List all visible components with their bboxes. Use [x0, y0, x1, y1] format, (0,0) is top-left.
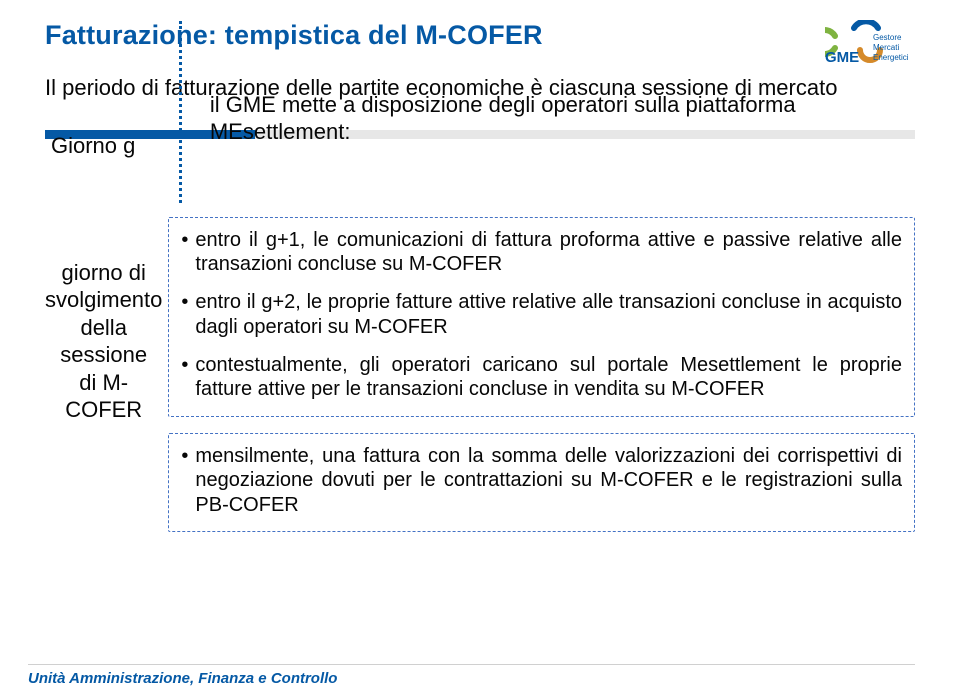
boxes-column: entro il g+1, le comunicazioni di fattur… [168, 217, 915, 549]
label-svolgimento-l4: di M-COFER [65, 370, 142, 423]
footer-text: Unità Amministrazione, Finanza e Control… [28, 670, 337, 687]
list-item: contestualmente, gli operatori caricano … [181, 353, 902, 402]
footer-divider [28, 664, 915, 665]
box-mensilmente-list: mensilmente, una fattura con la somma de… [181, 444, 902, 517]
vertical-dotted-divider [179, 21, 182, 203]
box-comunicazioni: entro il g+1, le comunicazioni di fattur… [168, 217, 915, 417]
row-svolgimento: giorno di svolgimento della sessione di … [45, 217, 915, 549]
box-mensilmente: mensilmente, una fattura con la somma de… [168, 433, 915, 532]
box-comunicazioni-list: entro il g+1, le comunicazioni di fattur… [181, 228, 902, 402]
text-gme-disposizione: il GME mette a disposizione degli operat… [210, 21, 915, 146]
label-svolgimento-l1: giorno di [62, 260, 146, 285]
list-item: entro il g+1, le comunicazioni di fattur… [181, 228, 902, 277]
slide: Fatturazione: tempistica del M-COFER GME… [0, 0, 960, 695]
list-item: mensilmente, una fattura con la somma de… [181, 444, 902, 517]
label-giorno-g: Giorno g [51, 21, 159, 159]
label-svolgimento: giorno di svolgimento della sessione di … [45, 217, 168, 424]
list-item: entro il g+2, le proprie fatture attive … [181, 290, 902, 339]
label-svolgimento-l2: svolgimento [45, 287, 162, 312]
label-svolgimento-l3: della sessione [60, 315, 147, 368]
